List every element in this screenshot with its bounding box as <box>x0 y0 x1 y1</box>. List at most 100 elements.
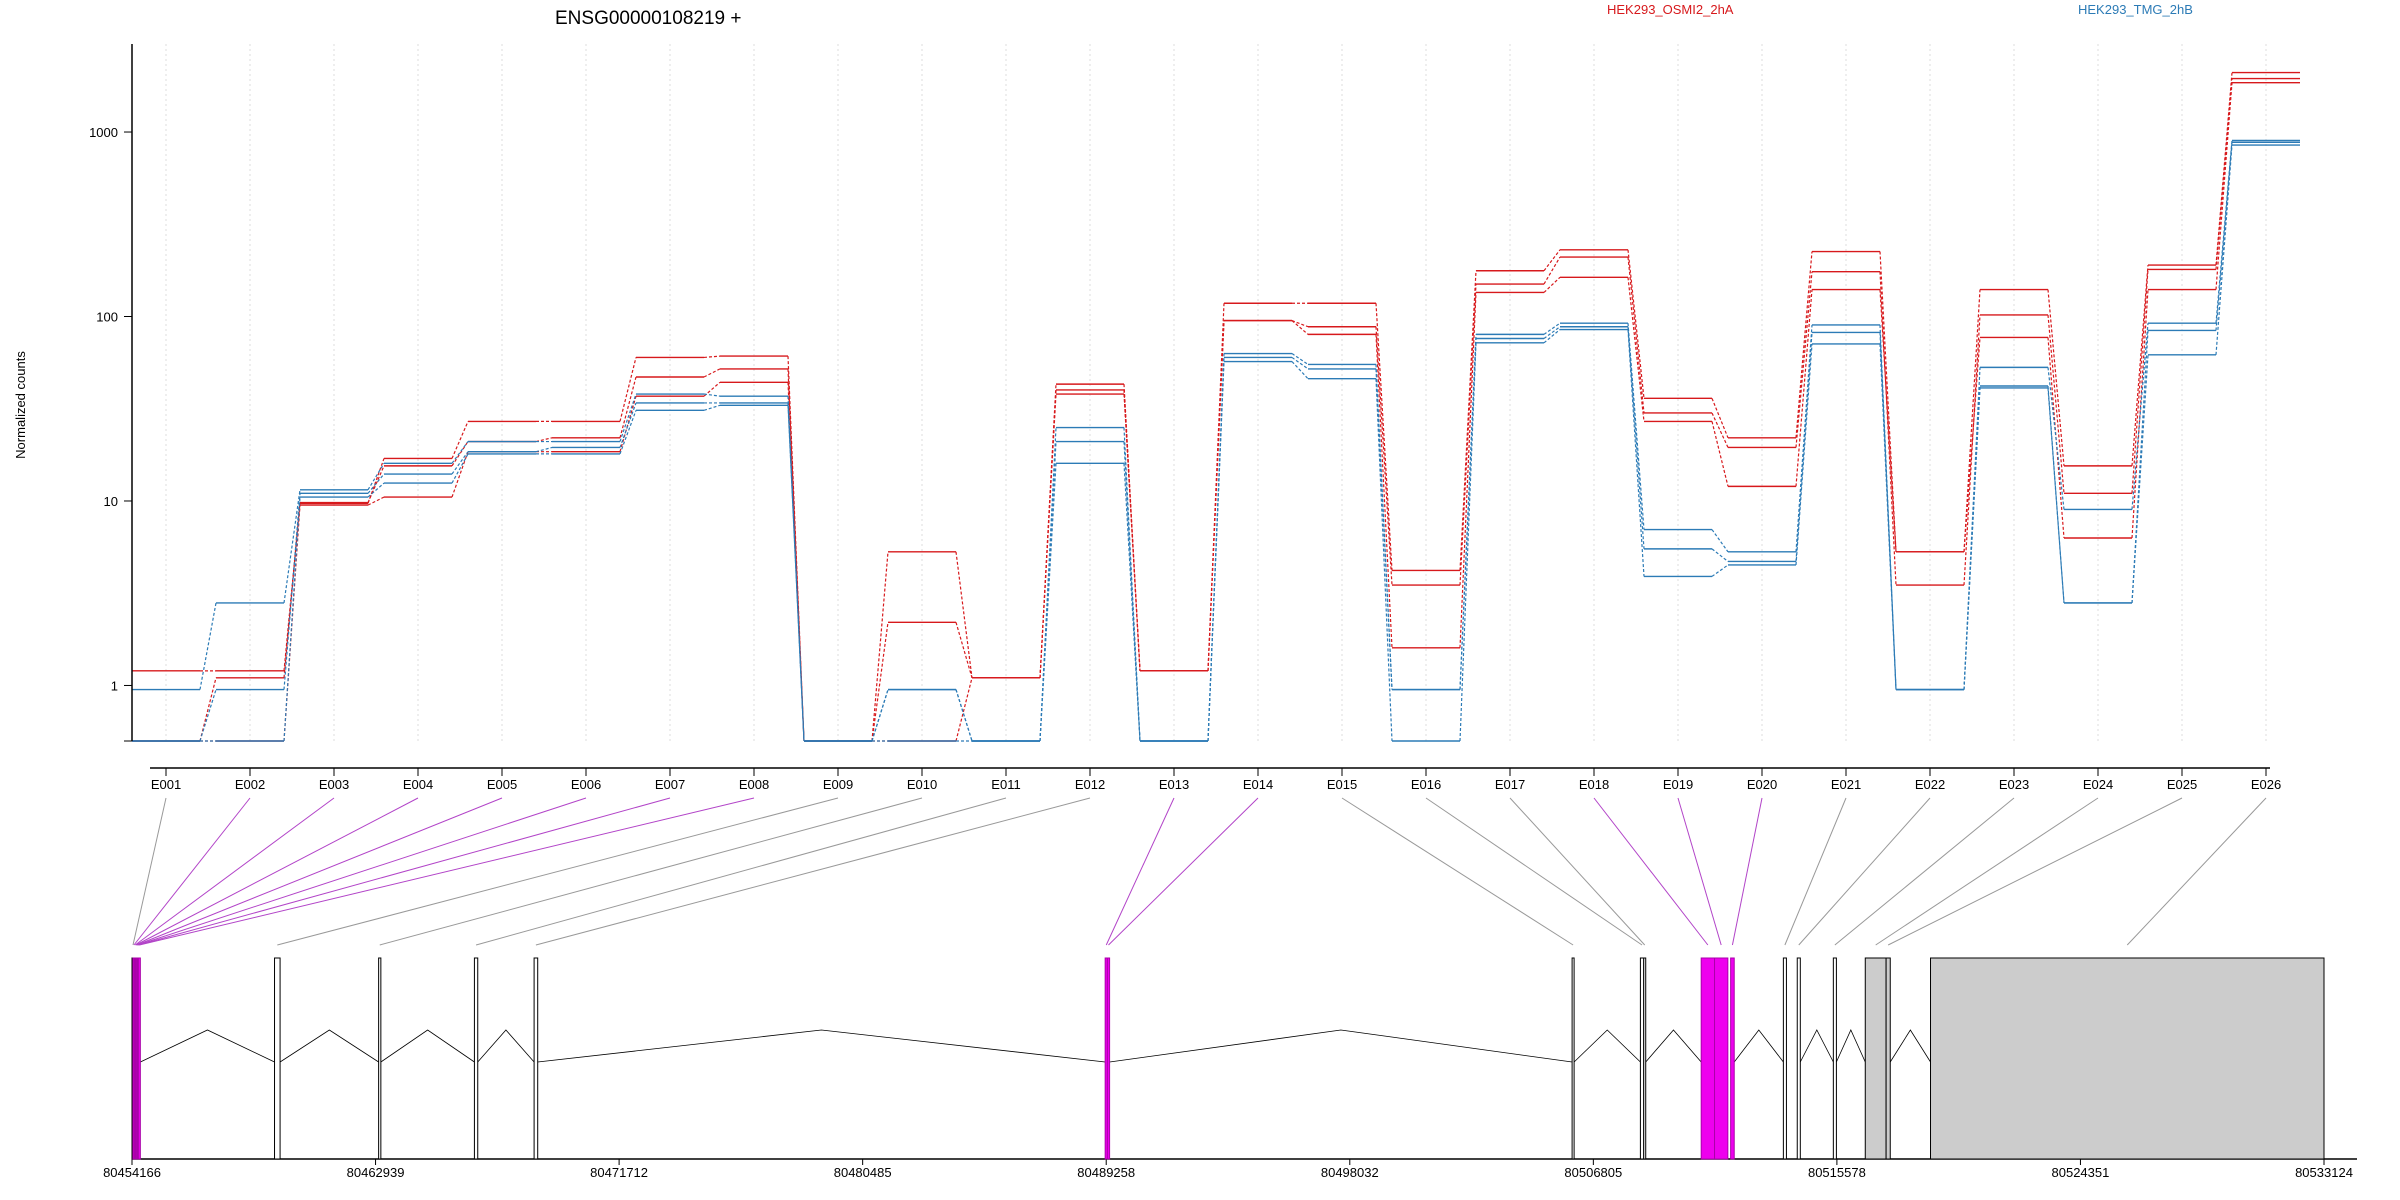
exon-box <box>274 957 281 1160</box>
series-connector <box>2215 144 2233 355</box>
series-connector <box>955 677 973 742</box>
series-connector <box>1123 393 1141 671</box>
series-connector <box>451 451 469 475</box>
x-tick-label: E019 <box>1663 777 1693 792</box>
chart-title: ENSG00000108219 + <box>555 8 741 29</box>
series-connector <box>367 463 385 491</box>
series-connector <box>1543 249 1561 272</box>
series-line <box>132 144 2300 742</box>
series-connector <box>2131 289 2149 539</box>
series-connector <box>619 395 637 452</box>
series-connector <box>199 602 217 690</box>
text-layer: ENSG00000108219 + HEK293_OSMI2_2hA HEK29… <box>13 2 2193 459</box>
x-tick-label: E002 <box>235 777 265 792</box>
genome-tick-label: 80489258 <box>1077 1165 1135 1180</box>
exon-box <box>1796 957 1801 1160</box>
genome-tick-label: 80480485 <box>834 1165 892 1180</box>
series-connector <box>1543 326 1561 339</box>
series-connector <box>2047 387 2065 604</box>
series-connector <box>2047 314 2065 494</box>
series-connector <box>1459 338 1477 690</box>
exon-connector <box>1677 797 1722 946</box>
series-connector <box>703 393 721 397</box>
intron-line <box>1799 1029 1834 1063</box>
genome-tick-label: 80533124 <box>2295 1165 2353 1180</box>
series-connector <box>1039 441 1057 742</box>
intron-line <box>279 1029 379 1063</box>
series-connector <box>619 393 637 442</box>
x-tick-label: E022 <box>1915 777 1945 792</box>
series-connector <box>1543 329 1561 344</box>
exon-connector <box>379 797 923 946</box>
exon-connector <box>1798 797 1931 946</box>
y-tick-label: 1000 <box>89 125 118 140</box>
series-line <box>132 141 2300 742</box>
x-tick-label: E008 <box>739 777 769 792</box>
exon-connector <box>1509 797 1646 946</box>
exon-connector <box>138 797 671 946</box>
series-connector <box>1543 256 1561 285</box>
exon-connector <box>135 797 419 946</box>
exon-box <box>1571 957 1575 1160</box>
series-connector <box>1879 289 1897 552</box>
exon-box <box>378 957 382 1160</box>
intron-line <box>380 1029 475 1063</box>
series-connector <box>1375 368 1393 690</box>
exon-connector <box>132 797 167 946</box>
series-connector <box>199 689 217 742</box>
series-connector <box>1123 441 1141 742</box>
series-connector <box>1627 277 1645 422</box>
exon-box <box>1714 957 1729 1160</box>
x-tick-label: E011 <box>991 777 1020 792</box>
series-connector <box>451 441 469 464</box>
series-connector <box>1627 326 1645 549</box>
exon-connector <box>1341 797 1574 946</box>
series-connector <box>1459 342 1477 742</box>
x-tick-label: E021 <box>1831 777 1861 792</box>
series-connector <box>1627 323 1645 530</box>
series-connector <box>1711 564 1729 577</box>
intron-line <box>1836 1029 1866 1063</box>
series-connector <box>1711 398 1729 439</box>
exon-box <box>1106 957 1111 1160</box>
exon-connector <box>1784 797 1847 946</box>
x-tick-label: E010 <box>907 777 937 792</box>
x-tick-label: E003 <box>319 777 349 792</box>
series-connector <box>871 689 889 742</box>
exon-box <box>1782 957 1787 1160</box>
series-connector <box>1123 463 1141 742</box>
series-connector <box>619 410 637 455</box>
series-connector <box>1795 324 1813 552</box>
series-connector <box>1711 421 1729 487</box>
gene-model-layer <box>131 957 2325 1160</box>
series-connector <box>283 502 301 678</box>
series-connector <box>1291 320 1309 335</box>
exon-connector <box>1105 797 1175 946</box>
genome-tick-label: 80515578 <box>1808 1165 1866 1180</box>
series-connector <box>871 551 889 742</box>
exon-connector <box>535 797 1091 946</box>
genome-tick-label: 80454166 <box>103 1165 161 1180</box>
genome-tick-label: 80498032 <box>1321 1165 1379 1180</box>
exon-connector <box>1834 797 2015 946</box>
exon-box <box>1885 957 1891 1160</box>
series-connector <box>2047 289 2065 466</box>
series-connector <box>367 482 385 498</box>
exon-box <box>533 957 539 1160</box>
exon-connector <box>2126 797 2267 946</box>
series-connector <box>1459 270 1477 571</box>
series-connector <box>955 689 973 742</box>
series-connector <box>283 497 301 742</box>
intron-line <box>1109 1029 1573 1063</box>
series-connector <box>1543 276 1561 293</box>
x-tick-label: E018 <box>1579 777 1609 792</box>
series-connector <box>535 446 553 453</box>
series-connector <box>703 355 721 359</box>
axes-layer: E001 E002 E003 E004 E005 E006 E007 E008 E009 E010… <box>89 44 2357 1180</box>
series-connector <box>1627 329 1645 577</box>
exon-box <box>1700 957 1716 1160</box>
legend-label-osmi2: HEK293_OSMI2_2hA <box>1607 2 1734 17</box>
data-layer <box>132 71 2300 742</box>
series-connector <box>2047 367 2065 510</box>
intron-line <box>477 1029 535 1063</box>
